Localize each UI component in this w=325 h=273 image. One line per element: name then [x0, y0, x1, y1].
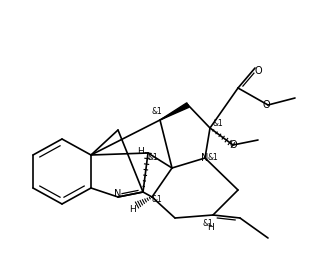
Polygon shape — [160, 103, 189, 120]
Text: H: H — [207, 222, 214, 232]
Text: O: O — [229, 140, 237, 150]
Text: H: H — [136, 147, 143, 156]
Text: O: O — [262, 100, 270, 110]
Text: &1: &1 — [152, 194, 162, 203]
Text: N: N — [114, 189, 122, 199]
Text: N: N — [201, 153, 209, 163]
Text: H: H — [130, 204, 136, 213]
Text: &1: &1 — [148, 153, 158, 162]
Text: &1: &1 — [202, 218, 214, 227]
Text: &1: &1 — [152, 108, 162, 117]
Text: O: O — [254, 66, 262, 76]
Text: &1: &1 — [213, 118, 223, 127]
Text: &1: &1 — [208, 153, 218, 162]
